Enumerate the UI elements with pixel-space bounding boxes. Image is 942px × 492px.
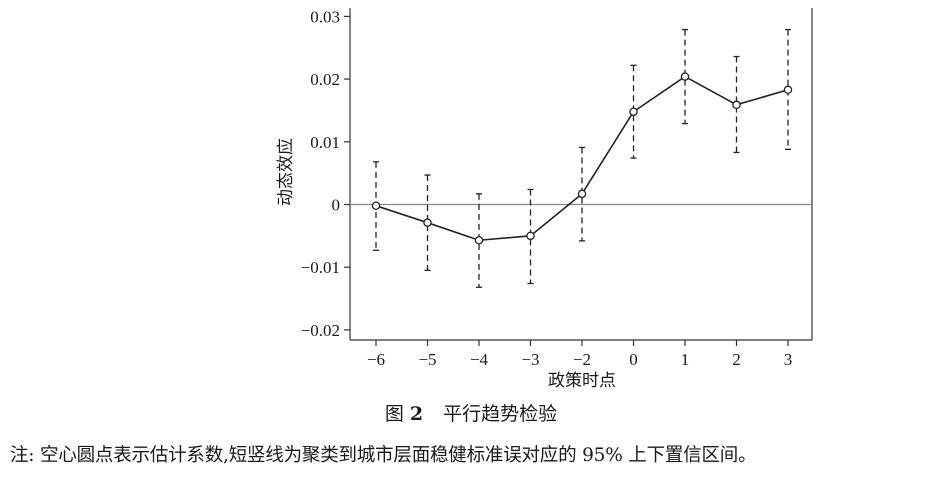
figure-number: 2 bbox=[409, 403, 424, 425]
data-point bbox=[474, 235, 484, 245]
x-tick-label: 1 bbox=[681, 350, 690, 369]
y-tick-label: 0.02 bbox=[310, 70, 340, 89]
event-study-chart: −0.02 −0.01 0 0.01 0.02 0.03 −6 −5 −4 −3 −2 0 1 2 3 动态… bbox=[276, 7, 813, 391]
x-tick-label: −2 bbox=[573, 350, 591, 369]
data-point bbox=[783, 85, 793, 95]
x-tick-label: −6 bbox=[367, 350, 385, 369]
figure-title: 平行趋势检验 bbox=[443, 403, 558, 425]
x-tick-label: 2 bbox=[732, 350, 741, 369]
data-point bbox=[629, 107, 638, 116]
y-tick-label: −0.01 bbox=[301, 258, 340, 277]
x-tick-label: 3 bbox=[784, 350, 793, 369]
data-point bbox=[577, 189, 587, 199]
figure-note: 注: 空心圆点表示估计系数,短竖线为聚类到城市层面稳健标准误对应的 95% 上下… bbox=[10, 445, 757, 466]
y-tick-label: 0 bbox=[332, 196, 341, 215]
y-tick-label: 0.01 bbox=[310, 133, 340, 152]
x-axis-title: 政策时点 bbox=[548, 371, 616, 391]
data-point bbox=[526, 231, 535, 241]
y-axis-title: 动态效应 bbox=[276, 138, 296, 206]
x-tick-label: −3 bbox=[521, 350, 539, 369]
x-tick-label: 0 bbox=[629, 350, 638, 369]
data-point bbox=[371, 201, 381, 211]
y-tick-label: −0.02 bbox=[301, 321, 340, 340]
x-tick-label: −5 bbox=[418, 350, 436, 369]
figure-label: 图 bbox=[384, 403, 404, 425]
data-point bbox=[423, 218, 432, 227]
data-point bbox=[680, 72, 690, 81]
data-point bbox=[732, 100, 741, 110]
figure-caption: 图 2 平行趋势检验 bbox=[0, 402, 942, 426]
x-tick-label: −4 bbox=[470, 350, 489, 369]
y-tick-label: 0.03 bbox=[310, 7, 340, 26]
plot-area: −0.02 −0.01 0 0.01 0.02 0.03 −6 −5 −4 −3 −2 0 1 2 3 bbox=[301, 7, 813, 369]
